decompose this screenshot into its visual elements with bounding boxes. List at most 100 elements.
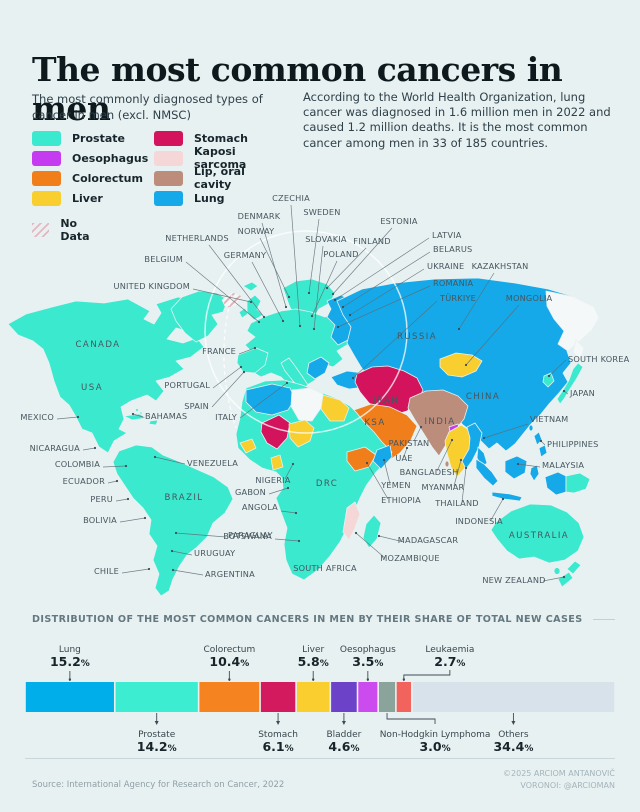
callout-label-colorectum: Colorectum	[203, 645, 255, 655]
legend-item-prostate: Prostate	[32, 128, 148, 148]
leader-line	[349, 268, 425, 316]
map-label-bahamas: BAHAMAS	[145, 411, 187, 421]
map-label-sweden: SWEDEN	[303, 207, 340, 217]
europe-lens-circle	[204, 230, 408, 434]
leader-dot	[331, 292, 335, 296]
leader-line	[280, 510, 297, 514]
leader-line	[238, 347, 256, 355]
map-label-new-zealand: NEW ZEALAND	[482, 575, 545, 585]
map-label-estonia: ESTONIA	[380, 216, 418, 226]
region-somalia	[372, 444, 393, 470]
leader-dot	[170, 549, 174, 553]
region-united-kingdom	[246, 294, 264, 321]
region-madagascar	[362, 514, 382, 549]
callout-dot-oesophagus	[366, 678, 370, 681]
map-label-nigeria: NIGERIA	[255, 475, 290, 485]
region-new-guinea-west	[544, 471, 567, 496]
heading-rule	[592, 619, 615, 620]
legend-label: Prostate	[72, 131, 125, 145]
region-new-zealand-south	[557, 571, 574, 588]
map-label-botswana: BOTSWANA	[223, 531, 272, 541]
leader-line	[311, 260, 338, 317]
credit-line-2: VORONOI: @ARCIOMAN	[520, 780, 615, 790]
callout-label-bladder: Bladder	[326, 730, 361, 740]
leader-line	[172, 569, 204, 576]
leader-dot	[131, 412, 135, 416]
leader-dot	[171, 568, 175, 572]
map-label-china: CHINA	[466, 392, 500, 402]
region-ne-siberia-no-data	[545, 290, 600, 352]
map-label-south-africa: SOUTH AFRICA	[293, 563, 357, 573]
map-label-ethiopia: ETHIOPIA	[381, 495, 421, 505]
legend-column-1: Prostate Oesophagus Colorectum Liver	[32, 128, 148, 208]
legend-label: Liver	[72, 191, 103, 205]
leader-dot	[539, 439, 543, 443]
callout-elbow-leukaemia	[403, 670, 451, 681]
leader-line	[119, 517, 146, 523]
map-label-mongolia: MONGOLIA	[506, 293, 553, 303]
legend-label: Kaposi sarcoma	[194, 145, 247, 171]
callout-label-non-hodgkin-lymphoma: Non-Hodgkin Lymphoma	[380, 730, 491, 740]
map-label-yemen: YEMEN	[380, 480, 411, 490]
map-label-ksa: KSA	[364, 418, 385, 428]
leader-line	[453, 459, 462, 487]
map-label-myanmar: MYANMAR	[422, 482, 465, 492]
map-label-france: FRANCE	[202, 346, 236, 356]
map-label-ukraine: UKRAINE	[427, 261, 464, 271]
region-italy	[280, 357, 309, 391]
bar-segment-lung	[25, 682, 114, 712]
legend-item-no-data: No Data	[32, 217, 96, 243]
leader-line	[548, 359, 567, 377]
map-label-portugal: PORTUGAL	[164, 380, 210, 390]
map-label-philippines: PHILIPPINES	[547, 439, 598, 449]
map-label-norway: NORWAY	[238, 226, 276, 236]
leader-line	[403, 447, 408, 457]
leader-dot	[286, 486, 290, 490]
map-label-madagascar: MADAGASCAR	[398, 535, 459, 545]
map-label-poland: POLAND	[323, 249, 358, 259]
leader-line	[290, 204, 301, 327]
kaposi-swatch	[154, 150, 183, 166]
intro-right-text: According to the World Health Organizati…	[303, 90, 611, 150]
leader-line	[461, 467, 467, 503]
map-label-united-kingdom: UNITED KINGDOM	[114, 281, 190, 291]
callout-dot-leukaemia	[402, 678, 406, 681]
leader-dot	[262, 315, 266, 319]
bar-segment-prostate	[115, 682, 198, 712]
map-label-t-rkiye: TÜRKIYE	[439, 293, 476, 303]
callout-label-leukaemia: Leukaemia	[425, 645, 474, 655]
callout-value-oesophagus: 3.5%	[352, 654, 383, 669]
map-label-brazil: BRAZIL	[164, 493, 203, 503]
legend-item-stomach: Stomach	[154, 128, 248, 148]
legend-label: Colorectum	[72, 171, 143, 185]
leader-dot	[257, 320, 261, 324]
leader-dot	[457, 327, 461, 331]
map-label-india: INDIA	[425, 417, 456, 427]
region-ireland	[238, 307, 249, 319]
no-data-swatch	[32, 223, 50, 237]
map-label-drc: DRC	[316, 479, 338, 489]
leader-line	[107, 480, 118, 484]
region-borneo	[504, 455, 528, 480]
callout-dot-liver	[312, 678, 315, 681]
leader-line	[355, 532, 386, 559]
map-label-vietnam: VIETNAM	[530, 414, 568, 424]
leader-line	[82, 447, 96, 451]
map-label-kazakhstan: KAZAKHSTAN	[472, 261, 529, 271]
callout-label-prostate: Prostate	[138, 730, 176, 740]
legend-item-lip-oral: Lip, oral cavity	[154, 165, 248, 191]
map-label-south-korea: SOUTH KOREA	[568, 354, 630, 364]
leader-dot	[287, 295, 291, 299]
leader-line	[211, 371, 245, 408]
leader-dot	[377, 534, 381, 538]
map-label-finland: FINLAND	[353, 236, 390, 246]
callout-dot-colorectum	[228, 678, 231, 681]
map-label-iran: IRAN	[373, 396, 399, 406]
leader-line	[436, 439, 453, 472]
region-kamchatka-no-data	[572, 339, 585, 361]
leader-line	[413, 426, 422, 442]
map-label-italy: ITALY	[215, 412, 238, 422]
region-ghana	[270, 454, 284, 471]
leader-dot	[459, 458, 463, 462]
